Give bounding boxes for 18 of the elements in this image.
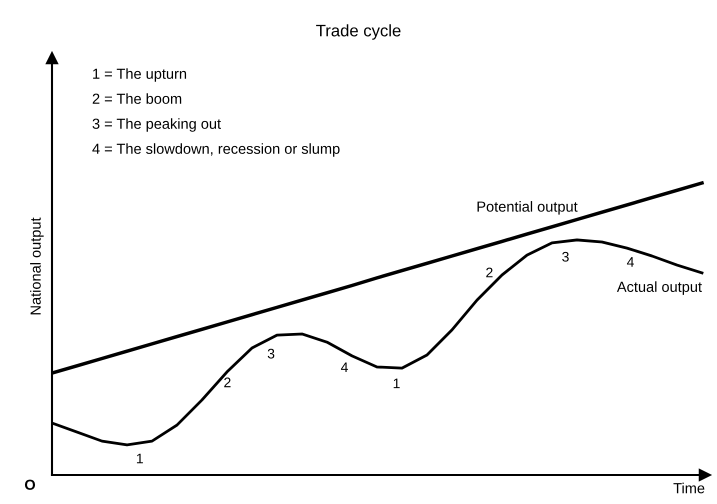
text: O xyxy=(24,480,36,490)
text: 2 = The boom xyxy=(92,93,182,104)
annotation: 2 xyxy=(486,268,493,278)
text: 3 = The peaking out xyxy=(92,118,221,132)
annotation: 3 xyxy=(562,252,569,262)
text: 1 = The upturn xyxy=(93,68,186,82)
annotation: 2 xyxy=(224,378,231,388)
y-axis-title: National output xyxy=(30,218,44,314)
series-label: Actual output xyxy=(616,281,702,295)
x-axis-title: Time xyxy=(673,482,704,494)
annotation: 4 xyxy=(626,257,634,267)
series-label: Potential output xyxy=(478,201,578,215)
annotation: 3 xyxy=(268,348,274,359)
text: 4 = The slowdown, recession or slump xyxy=(92,143,340,157)
annotation: 4 xyxy=(340,362,348,372)
annotation: 1 xyxy=(136,454,143,464)
chart-title: Trade cycle xyxy=(316,24,401,40)
annotation: 1 xyxy=(394,378,400,388)
